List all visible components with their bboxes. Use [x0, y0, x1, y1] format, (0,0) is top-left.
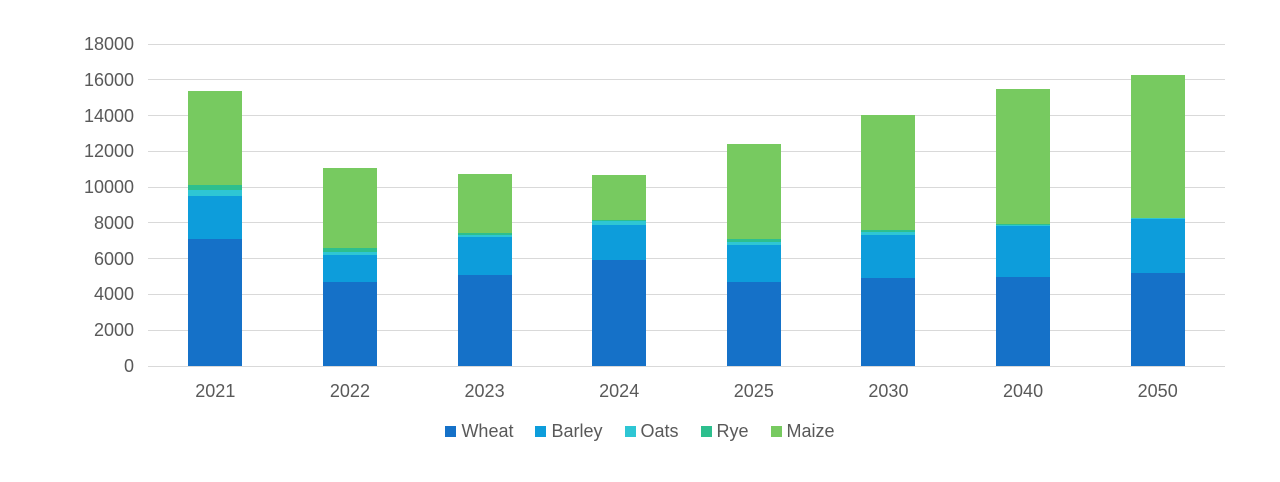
- bar-segment-maize-2024: [592, 174, 647, 220]
- legend-label-rye: Rye: [716, 421, 749, 441]
- legend-entry-oats: Oats: [624, 421, 679, 441]
- y-axis-tick-label-8000: 8000: [93, 212, 134, 233]
- gridline-10000: [148, 186, 1225, 188]
- bar-segment-rye-2050: [1130, 217, 1185, 219]
- x-axis-label-2024: 2024: [599, 381, 640, 401]
- bar-segment-wheat-2040: [996, 276, 1051, 366]
- bar-segment-barley-2021: [188, 196, 243, 239]
- bar-segment-maize-2022: [322, 168, 377, 248]
- bar-segment-maize-2030: [861, 114, 916, 230]
- bar-segment-rye-2040: [996, 223, 1051, 225]
- bar-2040: [996, 88, 1051, 366]
- legend: Wheat Barley Oats Rye Maize: [0, 421, 1280, 441]
- gridline-6000: [148, 258, 1225, 260]
- bar-segment-rye-2024: [592, 219, 647, 222]
- y-axis-tick-label-4000: 4000: [93, 284, 134, 305]
- legend-swatch-wheat-icon: [445, 425, 457, 437]
- gridline-12000: [148, 150, 1225, 152]
- x-axis-label-2040: 2040: [1003, 381, 1044, 401]
- bar-segment-rye-2023: [457, 233, 512, 235]
- bar-segment-oats-2023: [457, 234, 512, 238]
- bar-segment-barley-2025: [726, 245, 781, 282]
- legend-entry-rye: Rye: [700, 421, 749, 441]
- gridline-16000: [148, 79, 1225, 81]
- legend-label-wheat: Wheat: [461, 421, 514, 441]
- bar-segment-maize-2023: [457, 174, 512, 234]
- gridline-8000: [148, 222, 1225, 224]
- bar-segment-wheat-2025: [726, 281, 781, 366]
- gridline-4000: [148, 293, 1225, 295]
- legend-swatch-maize-icon: [770, 425, 782, 437]
- y-axis-tick-label-10000: 10000: [83, 177, 134, 198]
- bar-segment-rye-2025: [726, 239, 781, 242]
- legend-swatch-barley-icon: [535, 425, 547, 437]
- y-axis-tick-label-14000: 14000: [83, 105, 134, 126]
- bar-2024: [592, 174, 647, 366]
- bar-2022: [322, 168, 377, 366]
- bar-segment-wheat-2021: [188, 239, 243, 366]
- bar-segment-oats-2021: [188, 189, 243, 197]
- legend-label-oats: Oats: [640, 421, 679, 441]
- bar-2030: [861, 114, 916, 366]
- x-axis-label-2030: 2030: [868, 381, 909, 401]
- x-axis-label-2025: 2025: [733, 381, 774, 401]
- y-axis-tick-label-0: 0: [123, 356, 134, 376]
- bar-segment-wheat-2023: [457, 274, 512, 366]
- bar-segment-barley-2040: [996, 225, 1051, 277]
- legend-label-maize: Maize: [786, 421, 835, 441]
- x-axis-label-2022: 2022: [329, 381, 370, 401]
- bar-segment-oats-2040: [996, 224, 1051, 226]
- bar-segment-maize-2021: [188, 91, 243, 186]
- y-axis-tick-label-12000: 12000: [83, 141, 134, 162]
- bar-segment-wheat-2050: [1130, 272, 1185, 366]
- bar-segment-barley-2022: [322, 255, 377, 282]
- x-axis-label-2023: 2023: [464, 381, 505, 401]
- y-axis-tick-label-16000: 16000: [83, 69, 134, 90]
- y-axis-tick-label-2000: 2000: [93, 320, 134, 341]
- bar-segment-barley-2050: [1130, 219, 1185, 273]
- x-axis-label-2050: 2050: [1137, 381, 1178, 401]
- bar-segment-wheat-2022: [322, 281, 377, 366]
- gridline-18000: [148, 43, 1225, 45]
- bar-segment-barley-2023: [457, 237, 512, 275]
- bar-segment-oats-2022: [322, 251, 377, 256]
- bar-segment-maize-2040: [996, 88, 1051, 224]
- bar-2025: [726, 144, 781, 366]
- gridline-14000: [148, 115, 1225, 117]
- legend-swatch-rye-icon: [700, 425, 712, 437]
- y-axis-tick-label-6000: 6000: [93, 248, 134, 269]
- legend-entry-maize: Maize: [770, 421, 835, 441]
- bar-segment-rye-2022: [322, 247, 377, 252]
- bar-segment-barley-2030: [861, 234, 916, 279]
- bar-segment-oats-2024: [592, 221, 647, 225]
- legend-entry-barley: Barley: [535, 421, 603, 441]
- bar-2050: [1130, 75, 1185, 366]
- bar-2023: [457, 174, 512, 366]
- x-axis-label-2021: 2021: [195, 381, 236, 401]
- legend-swatch-oats-icon: [624, 425, 636, 437]
- gridline-2000: [148, 329, 1225, 331]
- bar-segment-oats-2050: [1130, 218, 1185, 220]
- bar-segment-maize-2050: [1130, 75, 1185, 218]
- bar-segment-wheat-2030: [861, 278, 916, 366]
- bar-2021: [188, 91, 243, 366]
- y-axis-tick-label-18000: 18000: [83, 34, 134, 54]
- legend-label-barley: Barley: [551, 421, 603, 441]
- legend-entry-wheat: Wheat: [445, 421, 513, 441]
- bar-segment-oats-2025: [726, 241, 781, 246]
- gridline-0: [148, 365, 1225, 367]
- bar-segment-maize-2025: [726, 144, 781, 240]
- bar-segment-oats-2030: [861, 231, 916, 235]
- bar-segment-rye-2030: [861, 229, 916, 232]
- bar-segment-wheat-2024: [592, 260, 647, 366]
- bar-segment-rye-2021: [188, 185, 243, 190]
- bar-segment-barley-2024: [592, 224, 647, 261]
